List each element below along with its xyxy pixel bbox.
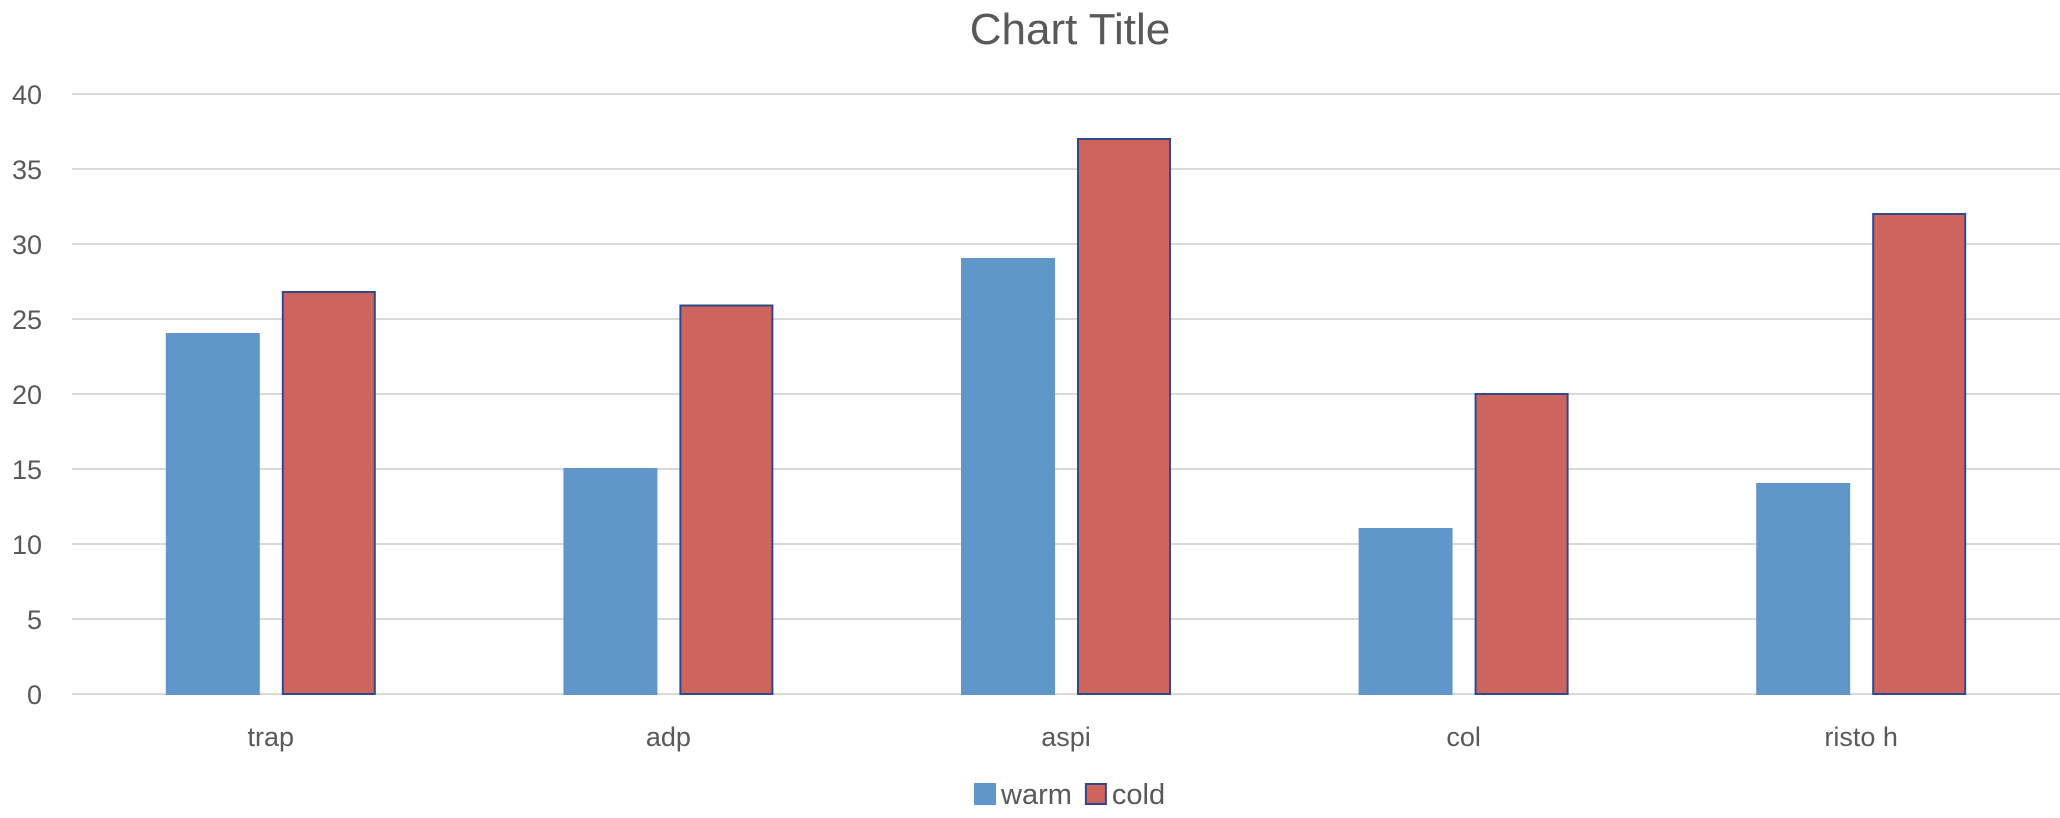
bar-cold-aspi [1077, 138, 1171, 695]
bar-warm-adp [563, 468, 658, 695]
y-tick-label: 35 [12, 155, 42, 185]
x-category-label: trap [248, 722, 295, 752]
legend-item-warm: warm [974, 779, 1072, 811]
bar-warm-risto-h [1756, 483, 1851, 695]
bar-warm-col [1358, 528, 1453, 695]
legend-swatch-warm [974, 783, 996, 805]
bar-cold-trap [281, 291, 376, 695]
legend-label-warm: warm [1000, 779, 1072, 811]
x-axis-category-labels: trap adp aspi col risto h [248, 722, 1898, 752]
y-tick-label: 40 [12, 80, 42, 110]
y-tick-label: 15 [12, 455, 42, 485]
legend: warm cold [974, 779, 1165, 811]
bar-warm-trap [165, 333, 260, 695]
bar-cold-adp [679, 304, 774, 695]
gridlines [72, 93, 2060, 695]
legend-item-cold: cold [1084, 779, 1165, 811]
y-axis-tick-labels: 0 5 10 15 20 25 30 35 40 [12, 80, 42, 710]
x-category-label: risto h [1824, 722, 1898, 752]
x-category-label: aspi [1041, 722, 1091, 752]
y-tick-label: 20 [12, 380, 42, 410]
y-tick-label: 0 [27, 680, 42, 710]
bar-warm-aspi [961, 258, 1055, 695]
bar-cold-col [1474, 393, 1569, 695]
bars [165, 138, 1967, 695]
y-tick-label: 25 [12, 305, 42, 335]
x-category-label: adp [646, 722, 691, 752]
x-category-label: col [1446, 722, 1481, 752]
legend-swatch-cold [1084, 783, 1107, 805]
legend-label-cold: cold [1112, 779, 1165, 811]
y-tick-label: 5 [27, 605, 42, 635]
bar-cold-risto-h [1872, 213, 1967, 695]
y-tick-label: 30 [12, 230, 42, 260]
chart-title: Chart Title [970, 5, 1171, 54]
y-tick-label: 10 [12, 530, 42, 560]
